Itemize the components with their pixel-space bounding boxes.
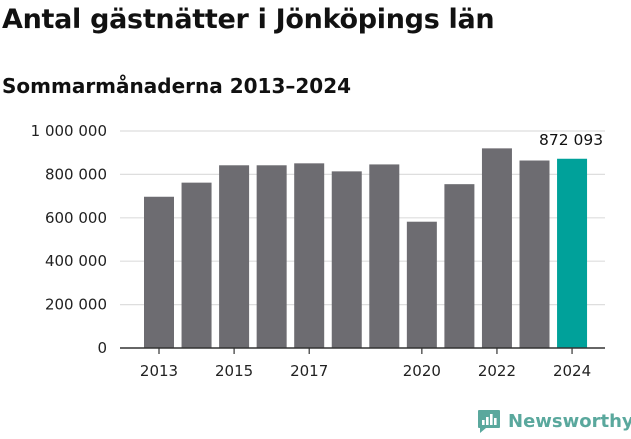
bar-2013 <box>144 196 174 348</box>
data-label: 872 093 <box>539 131 603 149</box>
bar-2024 <box>557 158 588 348</box>
bar-2016 <box>256 165 287 348</box>
bar-2022 <box>481 148 512 348</box>
bar-2014 <box>181 182 212 348</box>
bar-2019 <box>369 164 400 348</box>
y-tick-label: 400 000 <box>45 252 107 270</box>
x-tick-label: 2017 <box>290 362 328 380</box>
bar-2018 <box>331 171 362 348</box>
bar-2020 <box>406 221 437 348</box>
newsworthy-logo-icon <box>478 410 500 433</box>
chart-subtitle: Sommarmånaderna 2013–2024 <box>2 74 352 98</box>
bars <box>144 148 588 348</box>
x-tick-label: 2024 <box>553 362 591 380</box>
y-tick-label: 1 000 000 <box>31 122 107 140</box>
x-tick-label: 2020 <box>403 362 441 380</box>
y-tick-label: 800 000 <box>45 165 107 183</box>
x-tick-label: 2022 <box>478 362 516 380</box>
x-tick-label: 2013 <box>140 362 178 380</box>
brand: Newsworthy <box>476 408 631 434</box>
bar-chart: 0 200 000 400 000 600 000 800 000 1 000 000 20… <box>31 122 605 380</box>
bar-2017 <box>294 163 325 348</box>
chart-title: Antal gästnätter i Jönköpings län <box>2 4 495 35</box>
y-tick-label: 200 000 <box>45 296 107 314</box>
axes <box>120 347 605 354</box>
bar-2023 <box>519 160 550 348</box>
y-tick-label: 0 <box>97 339 107 357</box>
y-tick-label: 600 000 <box>45 209 107 227</box>
bar-2015 <box>219 165 250 348</box>
bar-2021 <box>444 184 475 348</box>
brand-name: Newsworthy <box>508 410 631 432</box>
x-tick-label: 2015 <box>215 362 253 380</box>
labels: 0 200 000 400 000 600 000 800 000 1 000 000 20… <box>31 122 603 380</box>
